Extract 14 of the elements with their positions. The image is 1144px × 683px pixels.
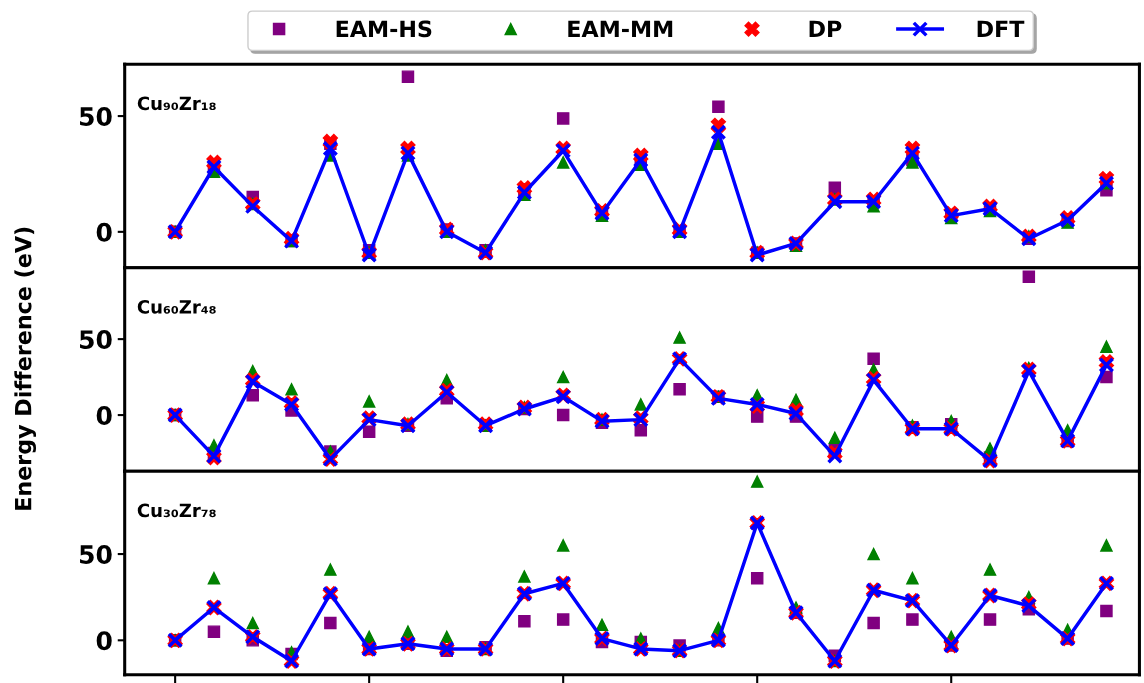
y-tick-label: 0: [96, 631, 112, 651]
y-tick-label: 0: [96, 406, 112, 425]
annotation: Cu₃₀Zr₇₈: [137, 503, 216, 518]
legend-label: EAM-MM: [568, 20, 673, 37]
y-tick-label: 50: [80, 330, 112, 349]
y-tick-label: 0: [96, 222, 112, 242]
y-tick-label: 50: [80, 545, 112, 564]
annotation: Cu₉₀Zr₁₈: [137, 96, 216, 111]
legend-label: DFT: [977, 20, 1025, 37]
annotation: Cu₆₀Zr₄₈: [137, 300, 216, 314]
legend-label: EAM-HS: [336, 20, 432, 38]
y-tick-label: 50: [80, 107, 112, 126]
legend-label: DP: [809, 20, 842, 37]
y-axis-title: Energy Difference (eV): [14, 227, 37, 510]
